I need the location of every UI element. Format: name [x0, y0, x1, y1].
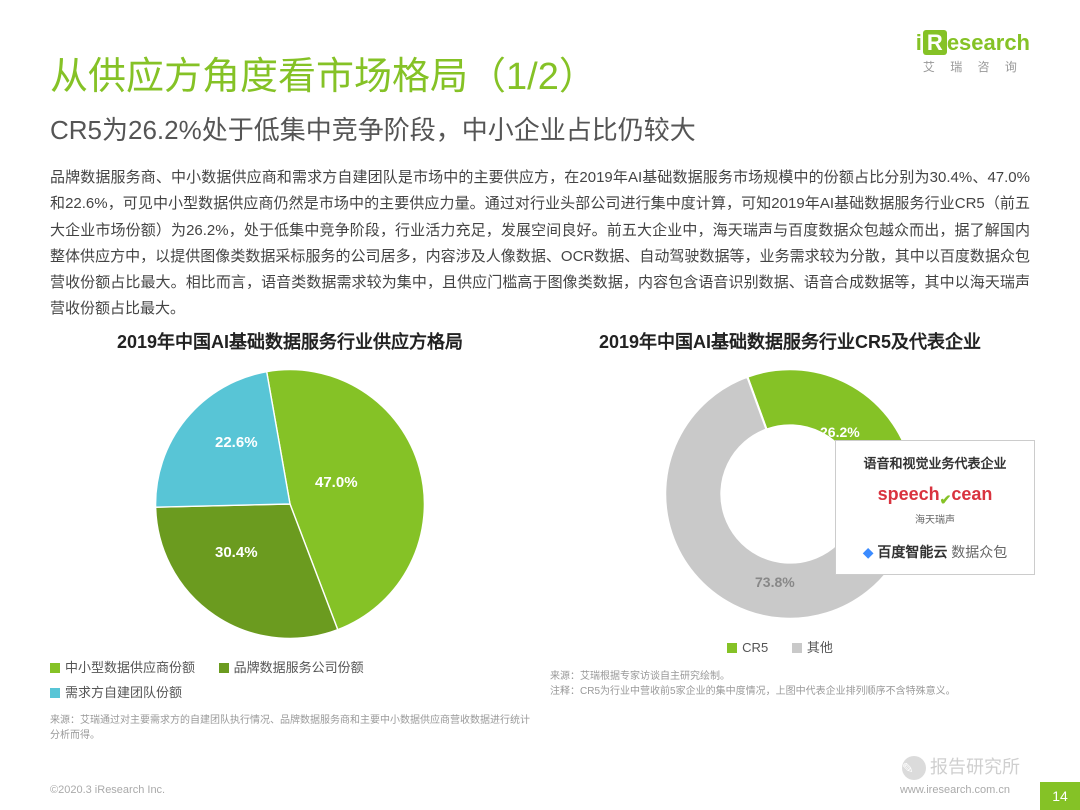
representative-companies-box: 语音和视觉业务代表企业 speech✔cean 海天瑞声 ◆ 百度智能云 数据众… [835, 440, 1035, 575]
donut-label-2: 73.8% [755, 574, 795, 590]
brand-logo: iResearch 艾 瑞 咨 询 [916, 30, 1030, 75]
pie-label-1: 47.0% [315, 474, 358, 491]
donut-legend-2: 其他 [807, 640, 833, 655]
donut-legend-1: CR5 [742, 640, 768, 655]
body-paragraph: 品牌数据服务商、中小数据供应商和需求方自建团队是市场中的主要供应方，在2019年… [50, 165, 1030, 323]
pie-legend-1: 中小型数据供应商份额 [65, 660, 195, 675]
page-subtitle: CR5为26.2%处于低集中竞争阶段，中小企业占比仍较大 [50, 110, 1030, 147]
donut-legend: CR5 其他 [550, 636, 1030, 661]
pie-label-3: 22.6% [215, 434, 258, 451]
watermark: ✎报告研究所 [902, 753, 1020, 780]
brand-speechocean: speech✔cean [846, 484, 1024, 509]
page-title: 从供应方角度看市场格局（1/2） [50, 45, 1030, 100]
brand-speechocean-sub: 海天瑞声 [846, 511, 1024, 526]
pie-footnote: 来源：艾瑞通过对主要需求方的自建团队执行情况、品牌数据服务商和主要中小数据供应商… [50, 713, 530, 743]
pie-chart: 47.0% 30.4% 22.6% [150, 364, 430, 644]
brand-baidu: ◆ 百度智能云 数据众包 [846, 542, 1024, 562]
logo-text: iResearch [916, 30, 1030, 56]
sidebox-title: 语音和视觉业务代表企业 [846, 453, 1024, 472]
logo-subtext: 艾 瑞 咨 询 [916, 58, 1030, 75]
pie-legend-2: 品牌数据服务公司份额 [234, 660, 364, 675]
pie-legend: 中小型数据供应商份额 品牌数据服务公司份额 需求方自建团队份额 [50, 656, 530, 705]
footer: ©2020.3 iResearch Inc. www.iresearch.com… [50, 784, 1080, 796]
footer-copyright: ©2020.3 iResearch Inc. [50, 784, 165, 796]
pie-legend-3: 需求方自建团队份额 [65, 685, 182, 700]
footer-url: www.iresearch.com.cn [900, 784, 1010, 796]
page-number: 14 [1040, 782, 1080, 810]
pie-label-2: 30.4% [215, 544, 258, 561]
donut-footnote: 来源：艾瑞根据专家访谈自主研究绘制。 注释：CR5为行业中营收前5家企业的集中度… [550, 669, 1030, 699]
donut-label-1: 26.2% [820, 424, 860, 440]
donut-chart-title: 2019年中国AI基础数据服务行业CR5及代表企业 [550, 331, 1030, 354]
pie-chart-title: 2019年中国AI基础数据服务行业供应方格局 [50, 331, 530, 354]
pie-chart-column: 2019年中国AI基础数据服务行业供应方格局 47.0% 30.4% 22.6%… [50, 331, 530, 744]
